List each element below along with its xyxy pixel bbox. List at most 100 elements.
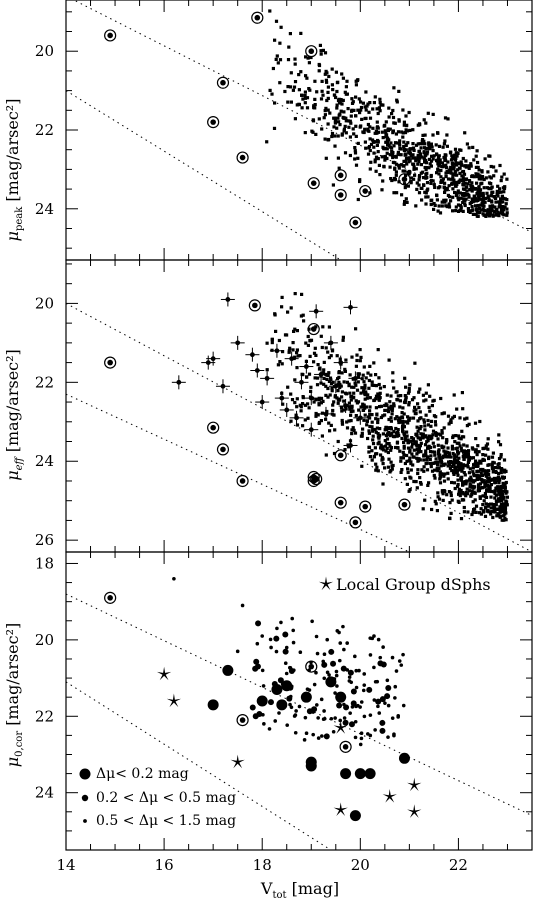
- data-point: [457, 441, 461, 445]
- data-point: [323, 113, 327, 117]
- circled-point-ring: [398, 498, 411, 511]
- data-point: [333, 134, 337, 138]
- data-point: [387, 442, 391, 446]
- data-point: [320, 89, 324, 93]
- data-point: [474, 173, 478, 177]
- data-point: [448, 461, 452, 465]
- data-point: [448, 516, 452, 521]
- data-point: [423, 190, 427, 194]
- data-point: [309, 55, 313, 60]
- small-point: [386, 703, 391, 708]
- data-point: [289, 100, 293, 104]
- data-point: [454, 193, 458, 198]
- data-point: [300, 93, 304, 97]
- data-point: [327, 325, 331, 329]
- data-point: [359, 108, 363, 112]
- data-point: [405, 162, 409, 166]
- data-point: [396, 150, 400, 154]
- data-point: [452, 462, 456, 466]
- data-point: [505, 495, 509, 499]
- data-point: [301, 313, 305, 317]
- data-point: [319, 97, 324, 101]
- data-point: [450, 464, 454, 469]
- circled-point: [254, 14, 261, 21]
- data-point: [382, 385, 386, 389]
- data-point: [490, 205, 494, 209]
- small-point: [293, 730, 298, 735]
- data-point: [409, 439, 413, 443]
- dsph-star: [157, 666, 172, 681]
- data-point: [383, 413, 387, 417]
- data-point: [406, 441, 410, 445]
- data-point: [457, 179, 461, 183]
- data-point: [399, 459, 403, 463]
- data-point: [440, 204, 444, 208]
- data-point: [363, 386, 367, 390]
- data-point: [265, 140, 269, 144]
- data-point: [443, 139, 447, 143]
- circled-point: [310, 326, 317, 332]
- data-point: [319, 334, 323, 338]
- data-point: [445, 144, 449, 148]
- small-point: [288, 702, 292, 707]
- data-point: [478, 188, 483, 192]
- small-point: [267, 727, 272, 731]
- data-point: [490, 209, 494, 213]
- data-point: [394, 170, 398, 174]
- data-point: [385, 133, 389, 137]
- data-point: [366, 102, 370, 106]
- data-point: [473, 498, 477, 502]
- data-point: [410, 452, 414, 456]
- data-point: [419, 146, 423, 150]
- data-point: [403, 186, 407, 190]
- data-point: [372, 145, 376, 149]
- data-point: [401, 135, 405, 139]
- circled-point: [352, 519, 359, 526]
- data-point: [416, 443, 420, 447]
- data-point: [331, 380, 335, 384]
- data-point: [494, 200, 498, 204]
- data-point: [445, 439, 449, 443]
- data-point: [457, 198, 461, 202]
- data-point: [387, 457, 391, 461]
- data-point: [465, 479, 469, 483]
- plot-area: [66, 0, 532, 260]
- data-point: [446, 117, 450, 121]
- data-point: [473, 491, 477, 495]
- medium-point: [277, 677, 284, 684]
- data-point: [351, 409, 355, 413]
- data-point: [462, 443, 466, 447]
- data-point: [365, 423, 369, 427]
- data-point: [360, 434, 364, 438]
- data-point: [380, 130, 384, 134]
- data-point: [434, 433, 438, 438]
- data-point: [413, 361, 417, 365]
- data-point: [268, 9, 272, 13]
- data-point: [305, 106, 310, 110]
- data-point: [493, 210, 497, 214]
- data-point: [499, 485, 503, 489]
- data-point: [484, 502, 488, 506]
- medium-point: [273, 635, 280, 642]
- data-point: [402, 444, 406, 448]
- data-point: [410, 436, 414, 440]
- data-point: [460, 464, 464, 468]
- data-point: [457, 162, 461, 166]
- data-point: [381, 457, 385, 461]
- data-point: [321, 372, 326, 376]
- data-point: [360, 386, 364, 390]
- data-point: [466, 492, 470, 496]
- data-point: [361, 130, 365, 134]
- data-point: [407, 418, 411, 422]
- data-point: [421, 142, 425, 146]
- data-point: [463, 131, 467, 135]
- data-point: [423, 435, 427, 439]
- data-point: [361, 373, 365, 377]
- data-point: [423, 142, 427, 146]
- data-point: [280, 305, 284, 309]
- data-point: [497, 462, 501, 466]
- data-point: [367, 429, 371, 433]
- data-point: [437, 154, 441, 158]
- data-point: [424, 413, 428, 417]
- data-point: [381, 136, 385, 140]
